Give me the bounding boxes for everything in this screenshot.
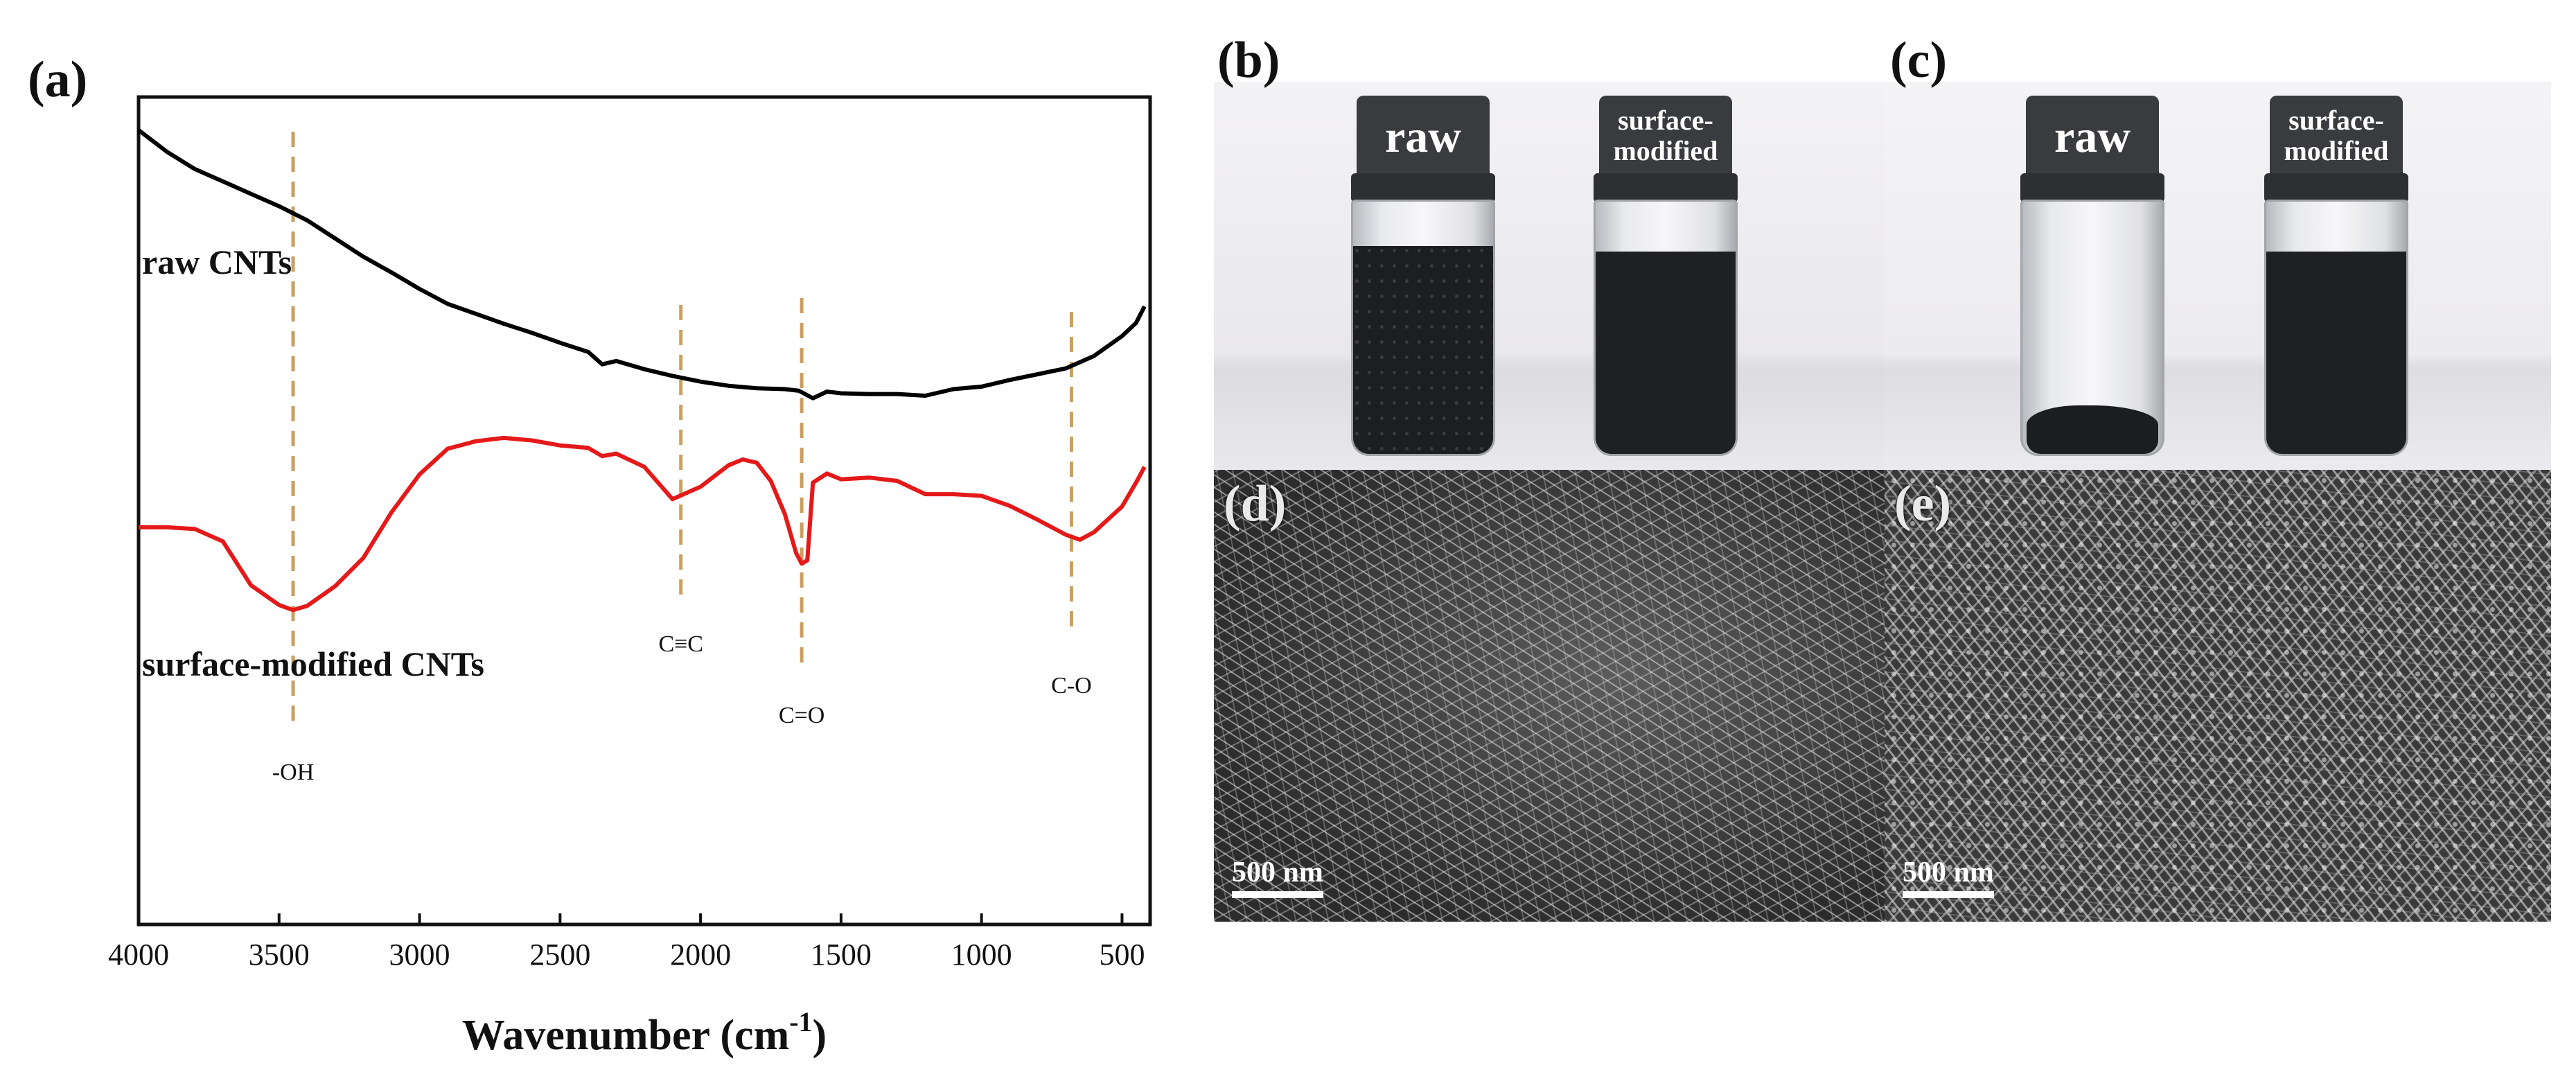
vial-cap-ring: [1594, 173, 1738, 202]
annotation-label: C=O: [779, 703, 824, 728]
x-ticks: 4000 3500 3000 2500 2000 1500 1000 500: [108, 913, 1145, 972]
vial-label-line2: modified: [1613, 135, 1718, 166]
x-tick-label: 3500: [249, 938, 310, 972]
vial-modified-c: surface- modified: [2264, 96, 2408, 456]
vial-cap-ring: [2020, 173, 2164, 202]
sem-image-d: (d) 500 nm: [1214, 470, 1885, 922]
series-line-raw-cnts: [137, 128, 1147, 401]
x-tick-label: 2500: [529, 938, 590, 972]
panel-label-b: (b): [1217, 32, 1280, 89]
annotation-label: -OH: [272, 760, 314, 785]
x-tick-label: 1000: [951, 938, 1012, 972]
plot-frame: [136, 95, 1152, 927]
dispersion-liquid: [1596, 252, 1736, 454]
vial-cap: surface- modified: [2270, 96, 2403, 177]
x-tick-label: 4000: [108, 938, 169, 972]
series-line-surface-modified-cnts: [139, 435, 1147, 613]
scalebar-d: 500 nm: [1232, 858, 1323, 898]
scalebar-e: 500 nm: [1903, 858, 1994, 898]
panel-label-c: (c): [1890, 32, 1948, 89]
annotation-label: C≡C: [658, 631, 703, 657]
x-tick-label: 2000: [670, 938, 731, 972]
sem-image-e: (e) 500 nm: [1885, 470, 2551, 922]
vial-cap-label-raw: raw: [1385, 112, 1461, 162]
vial-cap-ring: [2264, 173, 2408, 202]
vial-glass: [1594, 200, 1738, 456]
vial-cap-label-modified: surface- modified: [2270, 96, 2403, 166]
dispersion-liquid: [2266, 252, 2406, 454]
photo-vials-c: raw surface- modified: [1885, 82, 2551, 470]
text-labels: raw CNTs surface-modified CNTs -OH C≡C C=O C-…: [142, 243, 1092, 785]
vial-label-line1: surface-: [2288, 105, 2384, 136]
vial-raw-b: raw: [1351, 96, 1495, 456]
scalebar-line: [1903, 891, 1994, 898]
vial-label-line1: surface-: [1618, 105, 1713, 136]
series-group: [137, 128, 1147, 613]
ftir-chart: 4000 3500 3000 2500 2000 1500 1000 500 raw CNTs…: [108, 95, 1152, 1059]
dispersion-liquid: [1353, 246, 1493, 454]
vial-cap-ring: [1351, 173, 1495, 202]
scalebar-line: [1232, 891, 1323, 898]
panel-label-a: (a): [28, 51, 88, 108]
vial-glass: [2264, 200, 2408, 456]
annotation-label: C-O: [1051, 673, 1092, 699]
vial-glass: [2020, 200, 2164, 456]
panel-label-d: (d): [1224, 475, 1287, 532]
vial-raw-c: raw: [2020, 96, 2164, 456]
scalebar-text: 500 nm: [1232, 857, 1323, 888]
vial-glass: [1351, 200, 1495, 456]
vial-cap: surface- modified: [1599, 96, 1732, 177]
scalebar-text: 500 nm: [1903, 857, 1994, 888]
curve-label-surface-modified-cnts: surface-modified CNTs: [142, 644, 484, 683]
vial-label-line2: modified: [2284, 135, 2389, 166]
x-axis-label: Wavenumber (cm-1): [462, 1006, 827, 1059]
photo-vials-b: raw surface- modified: [1214, 82, 1885, 470]
curve-label-raw-cnts: raw CNTs: [142, 243, 292, 281]
vial-cap-label-modified: surface- modified: [1599, 96, 1732, 166]
x-tick-label: 1500: [811, 938, 872, 972]
vial-cap: raw: [2026, 96, 2159, 177]
x-tick-label: 3000: [389, 938, 450, 972]
sediment: [2027, 405, 2158, 454]
vial-cap: raw: [1357, 96, 1490, 177]
x-tick-label: 500: [1099, 938, 1145, 972]
vial-modified-b: surface- modified: [1594, 96, 1738, 456]
panel-label-e: (e): [1894, 475, 1952, 532]
vial-cap-label-raw: raw: [2054, 112, 2131, 162]
